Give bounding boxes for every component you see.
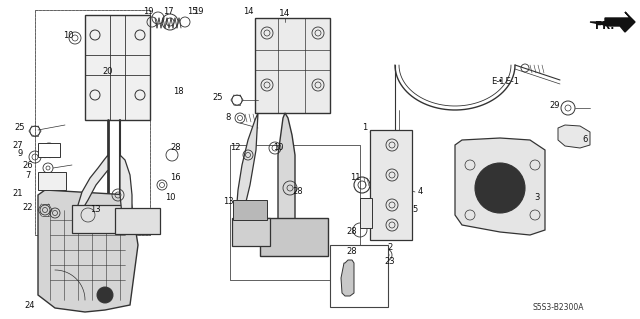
Text: 22: 22 [23, 203, 33, 211]
Text: 25: 25 [15, 123, 25, 132]
Bar [255, 18, 330, 113]
Bar [232, 218, 270, 246]
Bar [85, 15, 150, 120]
Text: E-1: E-1 [492, 78, 505, 86]
Text: FR.: FR. [595, 21, 614, 31]
Polygon shape [38, 190, 138, 312]
Text: 18: 18 [173, 87, 183, 97]
Polygon shape [341, 260, 354, 296]
Bar [330, 245, 388, 307]
Text: 14: 14 [243, 8, 253, 17]
Bar [370, 130, 412, 240]
Circle shape [475, 163, 525, 213]
Text: 17: 17 [163, 8, 173, 17]
Text: 27: 27 [13, 140, 23, 150]
Text: 20: 20 [103, 68, 113, 77]
Circle shape [97, 287, 113, 303]
Bar [38, 172, 66, 190]
Bar [35, 10, 150, 235]
Polygon shape [278, 113, 295, 235]
Text: 11: 11 [349, 174, 360, 182]
Text: 3: 3 [534, 194, 540, 203]
Text: 16: 16 [170, 174, 180, 182]
Text: 23: 23 [385, 257, 396, 266]
Text: 1: 1 [362, 123, 367, 132]
Bar [230, 145, 360, 280]
Bar [260, 218, 328, 256]
Text: 29: 29 [550, 100, 560, 109]
Polygon shape [455, 138, 545, 235]
Text: 28: 28 [292, 188, 303, 197]
Text: 6: 6 [582, 136, 588, 145]
Bar [35, 10, 150, 235]
Polygon shape [78, 155, 108, 212]
Text: 26: 26 [22, 160, 33, 169]
Text: 19: 19 [143, 8, 153, 17]
Text: 7: 7 [26, 170, 31, 180]
Text: 15: 15 [187, 8, 197, 17]
Text: 28: 28 [171, 144, 181, 152]
Text: 21: 21 [13, 189, 23, 197]
Text: 10: 10 [63, 31, 73, 40]
Text: 28: 28 [347, 248, 357, 256]
Text: 5: 5 [412, 205, 418, 214]
Text: 10: 10 [164, 194, 175, 203]
Text: 4: 4 [417, 188, 422, 197]
Text: 8: 8 [225, 114, 230, 122]
Text: 12: 12 [230, 144, 240, 152]
Bar [38, 143, 60, 157]
Text: 13: 13 [223, 197, 234, 206]
Bar [233, 200, 267, 220]
Text: 2: 2 [387, 243, 392, 253]
Text: 25: 25 [212, 93, 223, 102]
Text: S5S3-B2300A: S5S3-B2300A [532, 303, 584, 313]
Text: 19: 19 [193, 8, 204, 17]
Bar [360, 198, 372, 228]
Text: 28: 28 [347, 227, 357, 236]
Polygon shape [558, 125, 590, 148]
Polygon shape [236, 113, 258, 217]
Text: 14: 14 [279, 9, 291, 18]
Polygon shape [590, 12, 635, 32]
Circle shape [488, 176, 512, 200]
Text: 24: 24 [25, 300, 35, 309]
Text: 9: 9 [17, 149, 22, 158]
Bar [230, 145, 360, 280]
Text: • E-1: • E-1 [498, 78, 519, 86]
Text: 10: 10 [273, 144, 284, 152]
Bar [72, 205, 124, 233]
Bar [115, 208, 160, 234]
Polygon shape [120, 155, 132, 222]
Text: 13: 13 [90, 205, 100, 214]
